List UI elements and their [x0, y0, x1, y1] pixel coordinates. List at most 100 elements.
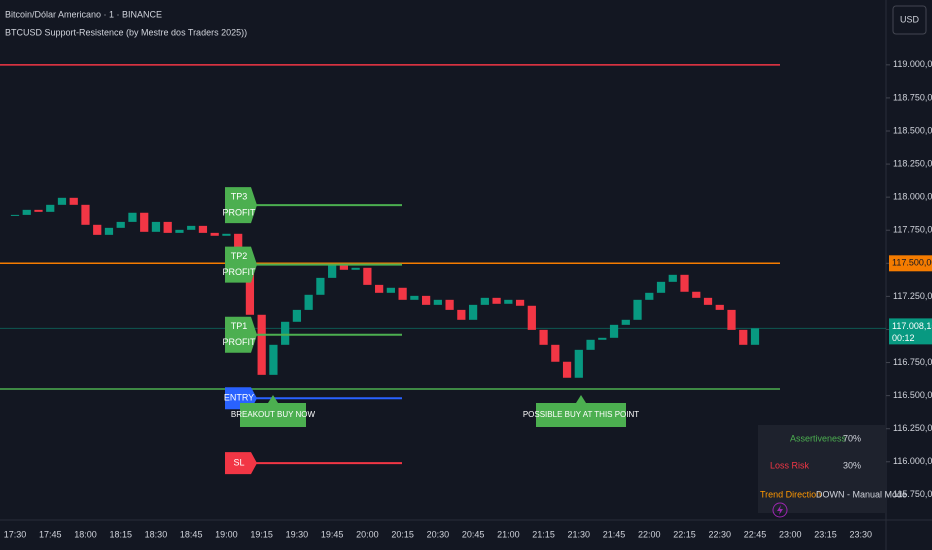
- trade-level-name: ENTRY: [224, 393, 254, 403]
- candle-body: [93, 224, 102, 235]
- candle-body: [245, 261, 255, 315]
- x-tick-label: 21:30: [568, 529, 591, 539]
- candle-body: [46, 204, 55, 212]
- candle-body: [715, 304, 724, 310]
- y-tick-label: 117.250,00: [893, 291, 932, 301]
- candle-body: [480, 297, 489, 305]
- x-tick-label: 23:15: [814, 529, 837, 539]
- candle-body: [22, 209, 31, 215]
- y-tick-label: 118.250,00: [893, 158, 932, 168]
- candle-body: [727, 309, 736, 330]
- trade-level-name: TP3: [231, 191, 248, 201]
- table-bg: [758, 425, 886, 513]
- x-tick-label: 19:00: [215, 529, 238, 539]
- table-cell: 30%: [843, 460, 861, 470]
- annotation-box: [240, 395, 306, 428]
- x-tick-label: 19:15: [250, 529, 273, 539]
- x-tick-label: 21:45: [603, 529, 626, 539]
- currency-button[interactable]: [892, 5, 927, 35]
- trade-level-tag: [225, 452, 257, 475]
- candle-body: [281, 321, 290, 345]
- candle-body: [551, 344, 560, 362]
- candle-body: [375, 284, 384, 293]
- y-tick-label: 119.000,00: [893, 59, 932, 69]
- info-table: Assertiveness 70% Loss Risk 30% Trend Di…: [758, 425, 907, 518]
- candle-body: [562, 361, 572, 378]
- candle-body: [703, 297, 713, 305]
- y-tick-label: 116.000,00: [893, 456, 932, 466]
- x-tick-label: 22:15: [673, 529, 696, 539]
- candle-body: [692, 291, 701, 298]
- trade-level-name: TP2: [231, 251, 248, 261]
- x-tick-label: 21:00: [497, 529, 520, 539]
- y-tick-label: 115.750,00: [893, 489, 932, 499]
- candle-body: [198, 225, 208, 233]
- table-cell: Trend Direction: [760, 489, 821, 499]
- candle-body: [175, 229, 184, 233]
- x-tick-label: 19:30: [286, 529, 309, 539]
- indicator-title: BTCUSD Support-Resistence (by Mestre dos…: [5, 27, 247, 37]
- candle-body: [668, 274, 677, 282]
- trade-level-tag: [225, 316, 257, 353]
- candle-body: [750, 328, 760, 345]
- candle-body: [104, 227, 114, 235]
- trade-level-name: SL: [233, 457, 244, 467]
- candle-body: [539, 329, 548, 345]
- candle-body: [69, 197, 78, 205]
- candle-body: [210, 232, 219, 236]
- candle-body: [504, 299, 513, 304]
- x-tick-label: 18:30: [145, 529, 168, 539]
- candle-body: [187, 225, 196, 230]
- candle-body: [151, 221, 161, 232]
- candle-body: [10, 214, 20, 216]
- currency[interactable]: USD: [900, 14, 920, 24]
- candle-body: [292, 309, 302, 322]
- y-tick-label: 116.250,00: [893, 423, 932, 433]
- candle-body: [422, 295, 431, 305]
- y-tick-label: 117.750,00: [893, 225, 932, 235]
- annotation-box: [536, 395, 626, 428]
- candle-body: [739, 329, 748, 345]
- candle-body: [304, 294, 313, 310]
- candle-body: [433, 299, 442, 305]
- chart-title: Bitcoin/Dólar Americano · 1 · BINANCE: [5, 9, 162, 19]
- candle-body: [398, 287, 407, 300]
- candle-body: [81, 204, 90, 225]
- table-cell: DOWN - Manual Mode: [816, 489, 907, 499]
- y-tick-label: 118.750,00: [893, 92, 932, 102]
- last-price-box: [889, 318, 932, 345]
- candle-body: [328, 264, 337, 278]
- trade-level-sub: PROFIT: [223, 267, 257, 277]
- y-tick-label: 118.500,00: [893, 125, 932, 135]
- x-tick-label: 20:00: [356, 529, 379, 539]
- x-tick-label: 22:00: [638, 529, 661, 539]
- table-cell: 70%: [843, 433, 861, 443]
- alert-icon[interactable]: [772, 502, 788, 518]
- table-cell: Assertiveness: [790, 433, 847, 443]
- candle-body: [609, 324, 619, 338]
- x-tick-label: 23:30: [849, 529, 872, 539]
- table-cell: Loss Risk: [770, 460, 810, 470]
- candle-body: [163, 221, 172, 233]
- x-tick-label: 22:45: [744, 529, 767, 539]
- x-tick-label: 21:15: [532, 529, 555, 539]
- trade-level-tag: [225, 187, 257, 224]
- candle-body: [574, 349, 583, 378]
- x-tick-label: 23:00: [779, 529, 802, 539]
- alert-icon[interactable]: [777, 505, 783, 515]
- x-tick-label: 18:45: [180, 529, 203, 539]
- x-tick-label: 17:30: [4, 529, 27, 539]
- candle-body: [645, 292, 654, 300]
- candle-body: [116, 221, 125, 228]
- x-tick-label: 17:45: [39, 529, 62, 539]
- level-price-text: 117.500,00: [892, 258, 932, 268]
- x-tick-label: 20:30: [427, 529, 450, 539]
- candle-body: [586, 339, 595, 350]
- trade-level-sub: PROFIT: [223, 337, 257, 347]
- candle-body: [351, 267, 360, 270]
- candle-body: [527, 305, 536, 330]
- annotation-text: BREAKOUT BUY NOW: [231, 410, 316, 419]
- candle-body: [445, 299, 454, 310]
